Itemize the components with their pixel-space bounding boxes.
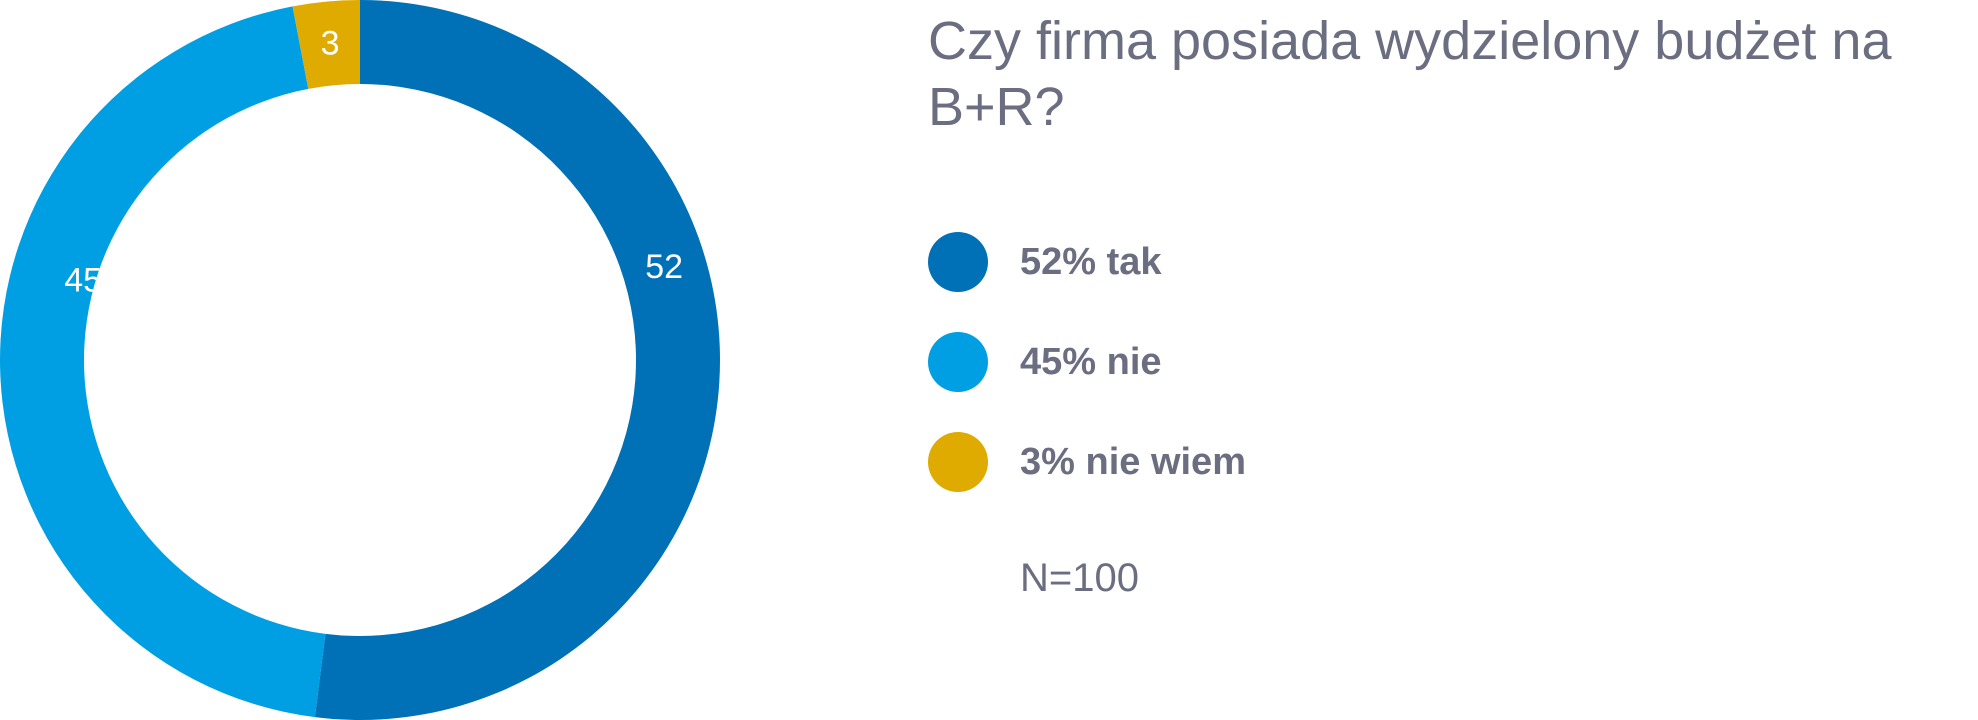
slice-nie-wiem [292,0,360,89]
legend-item-nie: 45% nie [928,332,1246,392]
data-label-tak: 52 [645,248,683,286]
data-label-nie-wiem: 3 [321,24,340,62]
sample-size-note: N=100 [1020,556,1139,600]
legend: 52% tak 45% nie 3% nie wiem [928,232,1246,532]
donut-chart: 52 45 3 [0,0,720,720]
slice-tak [314,0,720,720]
legend-item-tak: 52% tak [928,232,1246,292]
legend-label-tak: 52% tak [1020,240,1162,283]
legend-swatch-nie [928,332,988,392]
data-label-nie: 45 [64,262,102,300]
slice-nie [0,6,326,718]
donut-slice-labels: 52 45 3 [64,24,683,299]
legend-swatch-tak [928,232,988,292]
donut-slices [0,0,720,720]
legend-swatch-nie-wiem [928,432,988,492]
legend-label-nie: 45% nie [1020,340,1162,383]
chart-title: Czy firma posiada wydzielony budżet na B… [928,11,1892,137]
legend-item-nie-wiem: 3% nie wiem [928,432,1246,492]
legend-label-nie-wiem: 3% nie wiem [1020,440,1246,483]
